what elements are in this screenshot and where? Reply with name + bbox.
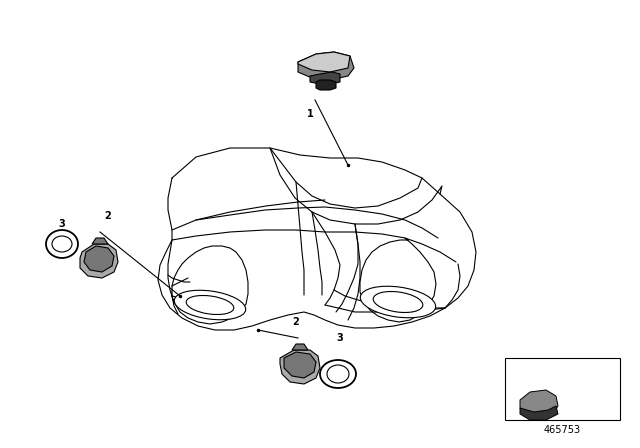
Polygon shape xyxy=(292,344,308,350)
Polygon shape xyxy=(505,358,620,420)
Text: 3: 3 xyxy=(337,333,344,343)
Polygon shape xyxy=(520,390,558,416)
Polygon shape xyxy=(520,406,558,420)
Polygon shape xyxy=(84,246,114,272)
Polygon shape xyxy=(298,52,354,80)
Text: 3: 3 xyxy=(59,219,65,229)
Polygon shape xyxy=(80,244,118,278)
Ellipse shape xyxy=(52,236,72,252)
Ellipse shape xyxy=(373,292,423,313)
Polygon shape xyxy=(284,352,316,378)
Ellipse shape xyxy=(360,286,436,318)
Polygon shape xyxy=(310,72,340,84)
Ellipse shape xyxy=(186,296,234,314)
Polygon shape xyxy=(298,52,350,72)
Text: 465753: 465753 xyxy=(543,425,580,435)
Ellipse shape xyxy=(174,290,246,320)
Text: 2: 2 xyxy=(104,211,111,221)
Text: 1: 1 xyxy=(307,109,314,119)
Polygon shape xyxy=(316,80,336,90)
Ellipse shape xyxy=(327,365,349,383)
Polygon shape xyxy=(158,148,476,330)
Text: 2: 2 xyxy=(292,317,300,327)
Polygon shape xyxy=(280,350,320,384)
Polygon shape xyxy=(92,238,108,244)
